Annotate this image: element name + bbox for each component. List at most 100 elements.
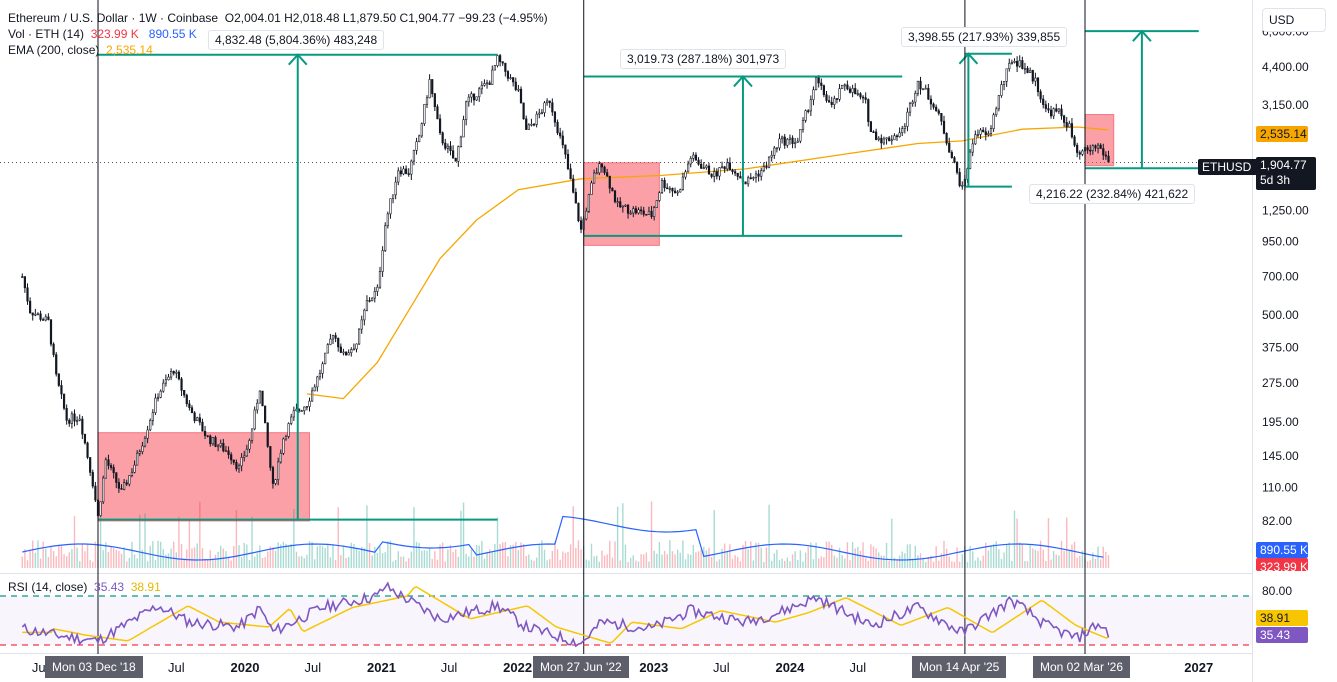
volume-bar (891, 518, 893, 568)
measure-label-4[interactable]: 4,216.22 (232.84%) 421,622 (1029, 184, 1196, 204)
candle-body (851, 88, 854, 93)
volume-bar (992, 543, 995, 568)
volume-bar (760, 547, 762, 568)
volume-bar (410, 551, 413, 568)
volume-bar (264, 557, 266, 568)
volume-bar (577, 540, 580, 568)
y-tick-label: 275.00 (1262, 376, 1299, 390)
candle-body (762, 166, 765, 171)
volume-bar (974, 560, 977, 568)
volume-bar (896, 560, 898, 568)
candle-body (433, 93, 436, 107)
volume-bar (985, 542, 987, 568)
candle-body (645, 213, 648, 216)
candle-body (410, 160, 413, 175)
symbol-legend[interactable]: Ethereum / U.S. Dollar · 1W · Coinbase O… (8, 10, 548, 26)
volume-bar (817, 558, 820, 568)
candle-body (736, 172, 739, 177)
candle-body (334, 335, 337, 339)
candle-body (407, 173, 410, 175)
volume-bar (940, 553, 943, 568)
currency-button[interactable]: USD (1262, 8, 1326, 32)
volume-bar (914, 545, 916, 568)
volume-bar (436, 559, 439, 568)
candle-body (593, 172, 596, 184)
volume-bar (676, 549, 679, 568)
candle-body (924, 87, 927, 90)
volume-bar (849, 560, 851, 568)
candle-body (44, 316, 47, 321)
volume-bar (622, 503, 624, 568)
candle-body (911, 101, 914, 104)
candle-body (115, 472, 118, 483)
candle-body (974, 134, 977, 145)
candle-body (830, 101, 833, 105)
volume-bar (755, 542, 757, 568)
candle-body (1055, 108, 1058, 112)
volume-bar (1079, 555, 1081, 568)
volume-bar (180, 544, 183, 568)
volume-bar (804, 552, 807, 568)
volume-bar (909, 543, 911, 568)
volume-bar (183, 558, 185, 568)
candle-body (248, 440, 251, 450)
volume-bar (708, 547, 710, 568)
candle-body (702, 167, 705, 169)
volume-bar (136, 558, 138, 568)
candle-body (402, 168, 405, 175)
volume-bar (729, 544, 731, 568)
ema-layer (306, 126, 1109, 400)
candle-body (39, 313, 42, 320)
measure-label-2[interactable]: 3,019.73 (287.18%) 301,973 (620, 49, 787, 69)
candle-body (368, 300, 371, 302)
candle-body (459, 136, 463, 147)
volume-bar (556, 549, 559, 568)
candle-body (864, 97, 867, 100)
volume-bar (820, 556, 822, 568)
candle-body (1039, 91, 1042, 100)
ema-legend[interactable]: EMA (200, close) 2,535.14 (8, 42, 153, 58)
volume-bar (679, 552, 681, 568)
volume-bar (776, 549, 778, 568)
ema-label: EMA (200, close) (8, 43, 100, 57)
volume-bar (392, 561, 394, 568)
volume-bar (243, 542, 245, 568)
rsi-line (21, 581, 1110, 648)
candle-body (697, 159, 700, 165)
candle-body (710, 173, 713, 177)
candle-body (175, 371, 178, 374)
measure-label-1[interactable]: 4,832.48 (5,804.36%) 483,248 (208, 30, 385, 50)
volume-bar (26, 560, 29, 568)
candle-body (775, 147, 778, 150)
volume-bar (290, 544, 292, 568)
volume-bar (358, 550, 360, 568)
candle-body (143, 437, 147, 447)
volume-bar (274, 550, 277, 568)
candle-body (99, 501, 102, 516)
volume-bar (543, 549, 546, 568)
rsi-legend[interactable]: RSI (14, close) 35.43 38.91 (8, 579, 161, 595)
volume-bar (455, 549, 457, 568)
candle-body (522, 102, 525, 120)
volume-bar (76, 547, 78, 568)
candle-body (807, 110, 810, 112)
volume-bar (598, 561, 601, 568)
volume-bar (115, 549, 117, 568)
volume-bar (165, 554, 167, 568)
candle-body (34, 313, 37, 316)
candle-body (232, 459, 235, 463)
candle-body (201, 421, 204, 432)
volume-bar (961, 554, 963, 568)
volume-bar (982, 555, 984, 568)
volume-bar (549, 559, 551, 568)
measure-label-3[interactable]: 3,398.55 (217.93%) 339,855 (901, 27, 1068, 47)
candle-body (1034, 77, 1037, 82)
volume-bar (1034, 549, 1037, 568)
volume-value-last: 323.99 K (90, 27, 139, 41)
candle-body (791, 137, 794, 145)
volume-legend[interactable]: Vol · ETH (14) 323.99 K 890.55 K (8, 26, 197, 42)
volume-bar (857, 546, 859, 568)
candle-body (337, 337, 340, 348)
volume-bar (1032, 548, 1034, 568)
